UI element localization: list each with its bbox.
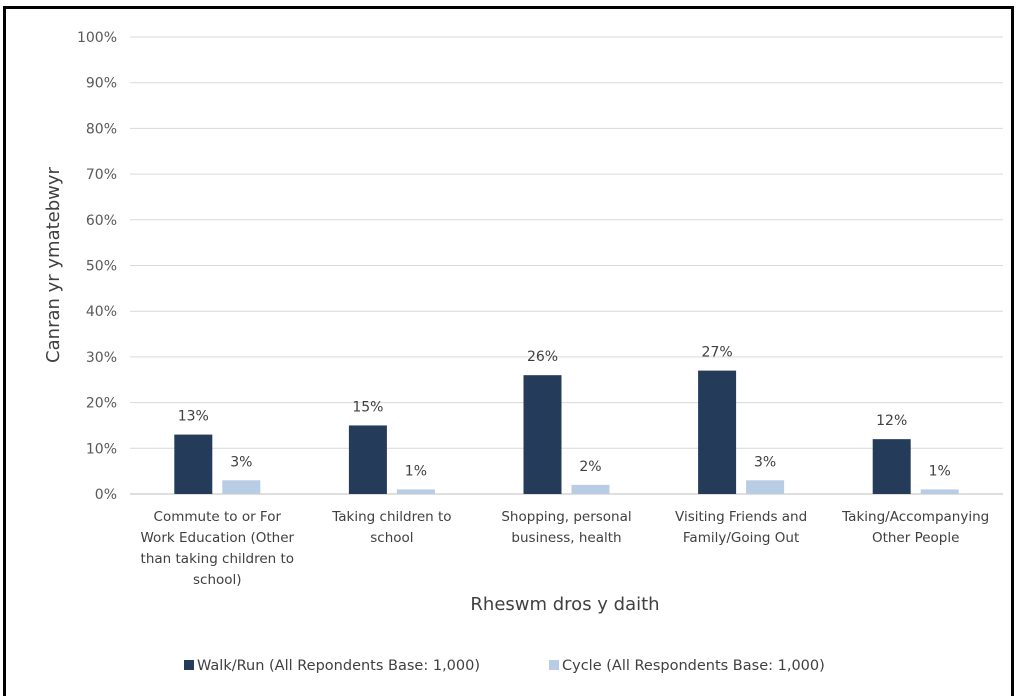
data-label: 12%: [876, 413, 907, 429]
y-tick-label: 0%: [95, 487, 117, 503]
bar-walk-run: [872, 439, 911, 494]
legend-swatch-cycle: [549, 660, 559, 670]
x-category-label: Visiting Friends and Family/Going Out: [675, 509, 807, 546]
y-tick-label: 80%: [86, 121, 117, 137]
data-labels: 13% 3% 15% 1% 26% 2% 27% 3% 12% 1%: [178, 345, 951, 480]
data-label: 1%: [929, 463, 951, 479]
y-tick-label: 40%: [86, 304, 117, 320]
bar-cycle: [746, 480, 785, 494]
y-axis-title: Canran yr ymatebwyr: [43, 166, 64, 362]
x-category-label: Taking children to school: [331, 509, 451, 546]
y-tick-label: 20%: [86, 396, 117, 412]
y-tick-label: 10%: [86, 441, 117, 457]
bar-walk-run: [348, 425, 387, 494]
x-axis-categories: Commute to or For Work Education (Other th…: [141, 509, 990, 588]
x-category-label: Shopping, personal business, health: [501, 509, 631, 546]
legend-label-cycle: Cycle (All Respondents Base: 1,000): [562, 658, 825, 674]
y-tick-label: 100%: [77, 30, 117, 46]
data-label: 3%: [230, 454, 252, 470]
bar-cycle: [571, 484, 610, 494]
x-category-label: Taking/Accompanying Other People: [841, 509, 989, 546]
legend-label-walk-run: Walk/Run (All Repondents Base: 1,000): [197, 658, 480, 674]
data-label: 27%: [702, 345, 733, 361]
legend-swatch-walk-run: [184, 660, 194, 670]
y-tick-label: 30%: [86, 350, 117, 366]
data-label: 1%: [405, 463, 427, 479]
y-tick-label: 60%: [86, 213, 117, 229]
bar-cycle: [396, 489, 435, 494]
bar-walk-run: [523, 375, 562, 494]
legend: Walk/Run (All Repondents Base: 1,000) Cyc…: [184, 658, 825, 674]
data-label: 15%: [352, 399, 383, 415]
x-axis-title: Rheswm dros y daith: [470, 594, 659, 615]
data-label: 26%: [527, 349, 558, 365]
bar-cycle: [920, 489, 959, 494]
data-label: 13%: [178, 409, 209, 425]
y-axis-ticks: 0% 10% 20% 30% 40% 50% 60% 70% 80% 90% 100%: [77, 30, 117, 503]
gridlines: [130, 36, 1003, 495]
chart-frame: [3, 6, 1014, 696]
bar-walk-run: [174, 434, 213, 494]
x-category-label: Commute to or For Work Education (Other th…: [141, 509, 295, 588]
bar-walk-run: [698, 370, 737, 494]
data-label: 2%: [579, 459, 601, 475]
bars: [174, 370, 959, 494]
data-label: 3%: [754, 454, 776, 470]
bar-cycle: [222, 480, 261, 494]
y-tick-label: 70%: [86, 167, 117, 183]
y-tick-label: 50%: [86, 259, 117, 275]
y-tick-label: 90%: [86, 76, 117, 92]
